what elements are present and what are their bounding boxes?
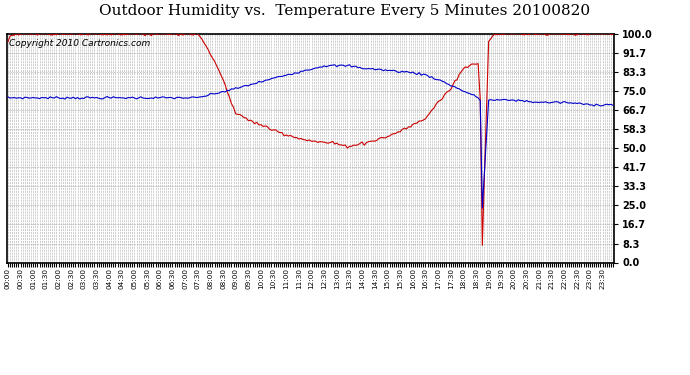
Text: Outdoor Humidity vs.  Temperature Every 5 Minutes 20100820: Outdoor Humidity vs. Temperature Every 5… [99,4,591,18]
Text: Copyright 2010 Cartronics.com: Copyright 2010 Cartronics.com [9,39,150,48]
